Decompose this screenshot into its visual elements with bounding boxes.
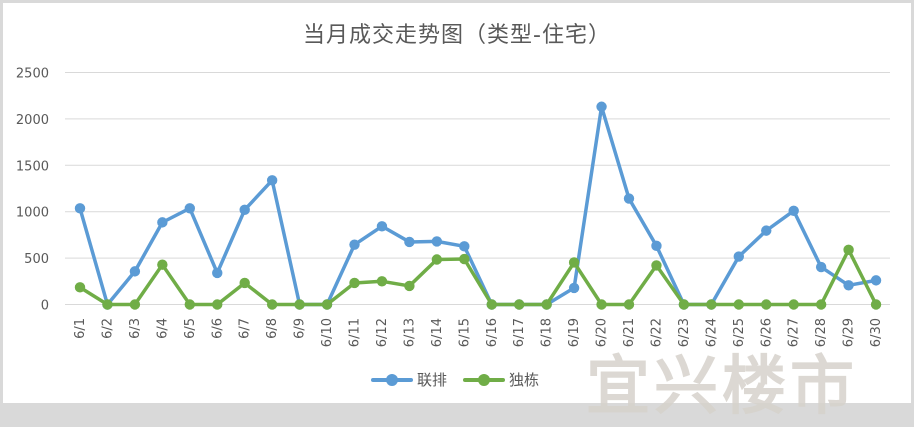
x-tick-label: 6/12 [375, 318, 390, 347]
data-point-marker[interactable] [157, 217, 168, 228]
data-point-marker[interactable] [761, 299, 772, 310]
x-tick-label: 6/2 [100, 318, 115, 339]
data-point-marker[interactable] [486, 299, 497, 310]
legend: 联排 独栋 [371, 369, 539, 390]
x-tick-label: 6/14 [430, 318, 445, 347]
x-tick-label: 6/9 [293, 318, 308, 339]
data-point-marker[interactable] [514, 299, 525, 310]
x-tick-label: 6/29 [842, 318, 857, 347]
x-tick-label: 6/6 [210, 318, 225, 339]
legend-label: 联排 [417, 371, 448, 389]
data-point-marker[interactable] [678, 299, 690, 310]
x-tick-label: 6/26 [759, 318, 774, 347]
x-tick-label: 6/22 [649, 318, 664, 347]
x-tick-label: 6/25 [732, 318, 747, 347]
data-point-marker[interactable] [623, 299, 635, 310]
x-tick-label: 6/4 [155, 318, 170, 339]
x-tick-label: 6/16 [485, 318, 500, 347]
data-point-marker[interactable] [568, 282, 580, 294]
x-tick-label: 6/21 [622, 318, 637, 347]
data-point-marker[interactable] [266, 175, 278, 186]
data-point-marker[interactable] [74, 203, 86, 214]
chart-title: 当月成交走势图（类型-住宅） [303, 23, 611, 48]
data-point-marker[interactable] [266, 299, 278, 310]
x-tick-label: 6/23 [677, 318, 692, 347]
data-point-marker[interactable] [376, 221, 388, 232]
data-point-marker[interactable] [212, 267, 223, 279]
legend-line-marker-icon [371, 373, 413, 386]
data-point-marker[interactable] [733, 299, 744, 310]
data-point-marker[interactable] [843, 244, 854, 256]
x-tick-label: 6/27 [787, 318, 802, 347]
data-point-marker[interactable] [404, 236, 415, 248]
x-tick-label: 6/1 [73, 318, 88, 339]
data-point-marker[interactable] [651, 260, 662, 271]
data-point-marker[interactable] [596, 101, 607, 112]
data-point-marker[interactable] [129, 266, 141, 277]
x-tick-label: 6/8 [265, 318, 280, 339]
x-tick-label: 6/19 [567, 318, 582, 347]
data-point-marker[interactable] [321, 299, 333, 310]
x-tick-label: 6/7 [238, 318, 253, 339]
y-tick-label: 0 [41, 299, 49, 314]
data-point-marker[interactable] [212, 299, 223, 310]
x-tick-label: 6/28 [814, 318, 829, 347]
data-point-marker[interactable] [815, 261, 827, 273]
data-point-marker[interactable] [459, 253, 470, 265]
data-point-marker[interactable] [651, 240, 662, 252]
data-point-marker[interactable] [541, 299, 552, 310]
data-point-marker[interactable] [733, 251, 744, 262]
data-point-marker[interactable] [788, 299, 799, 310]
data-point-marker[interactable] [761, 225, 772, 236]
y-tick-label: 2000 [16, 113, 49, 128]
data-point-marker[interactable] [431, 236, 443, 247]
y-tick-label: 500 [24, 252, 49, 267]
y-tick-label: 1500 [16, 159, 49, 174]
data-point-marker[interactable] [239, 204, 250, 216]
legend-item-lianpai[interactable]: 联排 [371, 369, 447, 390]
data-point-marker[interactable] [596, 299, 607, 310]
data-point-marker[interactable] [294, 299, 305, 310]
data-point-marker[interactable] [459, 241, 470, 252]
data-point-marker[interactable] [349, 239, 360, 250]
y-tick-label: 2500 [16, 67, 49, 82]
x-tick-label: 6/13 [402, 318, 417, 347]
data-point-marker[interactable] [815, 299, 827, 310]
x-tick-label: 6/30 [869, 318, 884, 347]
x-tick-label: 6/11 [348, 318, 363, 347]
series-line [78, 104, 878, 307]
x-tick-label: 6/17 [512, 318, 527, 347]
data-point-marker[interactable] [706, 299, 717, 310]
plot-area: 0 500 1000 1500 2000 2500 6/1 6/2 6/3 6/4 6/5 6/6 6/… [16, 67, 890, 347]
data-point-marker[interactable] [349, 277, 360, 289]
x-tick-label: 6/18 [540, 318, 555, 347]
data-point-marker[interactable] [623, 193, 635, 204]
data-point-marker[interactable] [157, 259, 168, 270]
data-point-marker[interactable] [102, 299, 113, 310]
data-point-marker[interactable] [129, 299, 141, 310]
data-point-marker[interactable] [870, 275, 882, 286]
data-point-marker[interactable] [843, 280, 854, 291]
x-tick-label: 6/15 [457, 318, 472, 347]
data-point-marker[interactable] [184, 299, 195, 310]
x-tick-label: 6/24 [704, 318, 719, 347]
legend-item-dudong[interactable]: 独栋 [463, 369, 539, 390]
data-point-marker[interactable] [870, 299, 882, 310]
data-point-marker[interactable] [239, 277, 250, 289]
data-point-marker[interactable] [568, 257, 580, 268]
legend-label: 独栋 [509, 371, 540, 389]
x-tick-label: 6/10 [320, 318, 335, 347]
data-point-marker[interactable] [74, 282, 86, 293]
y-tick-label: 1000 [16, 206, 49, 221]
data-point-marker[interactable] [788, 205, 799, 216]
data-point-marker[interactable] [404, 280, 415, 292]
legend-line-marker-icon [463, 373, 506, 386]
x-tick-label: 6/20 [595, 318, 610, 347]
data-point-marker[interactable] [376, 276, 388, 287]
data-point-marker[interactable] [431, 254, 443, 265]
x-tick-label: 6/5 [183, 318, 198, 339]
x-tick-label: 6/3 [128, 318, 143, 339]
data-point-marker[interactable] [184, 203, 195, 214]
